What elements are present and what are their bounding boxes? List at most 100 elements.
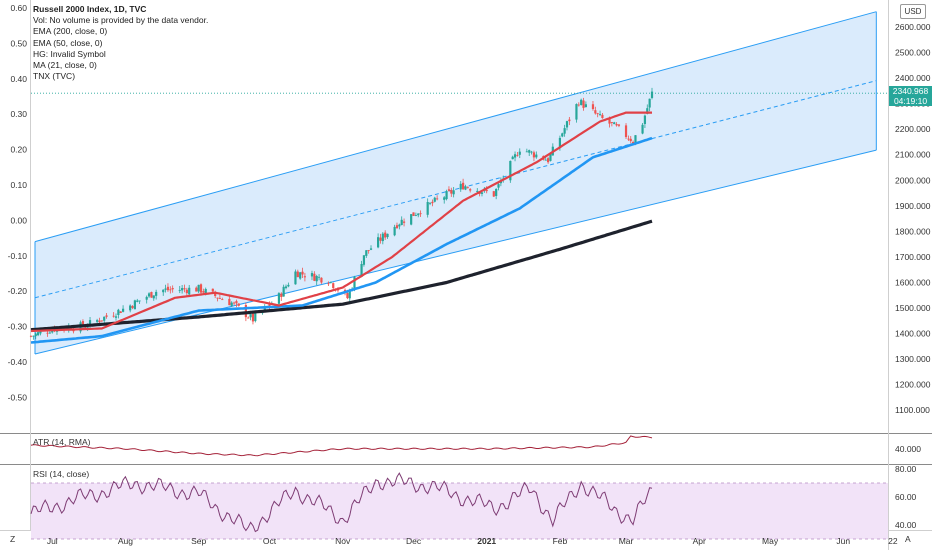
candle-body — [162, 289, 165, 293]
candle-body — [299, 272, 302, 279]
candle-body — [81, 321, 85, 327]
tnx-tick-label: -0.10 — [8, 251, 28, 261]
legend-volume[interactable]: Vol: No volume is provided by the data v… — [33, 15, 209, 26]
candle-body — [565, 121, 569, 128]
candle-body — [332, 283, 335, 289]
candle-body — [617, 124, 621, 126]
candle-body — [204, 288, 207, 294]
atr-line[interactable] — [30, 435, 653, 457]
candle-body — [530, 151, 533, 153]
timezone-icon[interactable]: Z — [10, 534, 16, 544]
candle-body — [280, 293, 283, 297]
candle-body — [410, 214, 413, 225]
legend-tnx[interactable]: TNX (TVC) — [33, 71, 76, 82]
candle-body — [650, 91, 654, 98]
candle-body — [433, 197, 436, 202]
candle-body — [549, 153, 552, 161]
x-tick-label: Mar — [619, 536, 634, 546]
tnx-tick-label: 0.50 — [10, 38, 27, 48]
candle-body — [282, 286, 285, 297]
x-tick-label: Nov — [335, 536, 351, 546]
candle-body — [462, 182, 465, 190]
candle-body — [547, 158, 550, 163]
candle-body — [584, 104, 587, 108]
price-tick-label: 1100.000 — [895, 405, 930, 415]
tnx-tick-label: 0.20 — [10, 145, 27, 155]
candle-body — [535, 154, 538, 158]
legend-title[interactable]: Russell 2000 Index, 1D, TVC — [33, 4, 147, 14]
candle-body — [580, 99, 583, 105]
candle-body — [249, 314, 252, 318]
candle-body — [313, 273, 316, 281]
ema50-line[interactable] — [30, 136, 653, 344]
candle-body — [360, 264, 363, 277]
candle-body — [237, 303, 240, 306]
rsi-line[interactable] — [30, 472, 653, 533]
candle-body — [400, 219, 403, 225]
candle-body — [218, 298, 221, 299]
atr-legend[interactable]: ATR (14, RMA) — [33, 437, 91, 447]
candle-body — [353, 276, 356, 289]
atr-tick-label: 40.000 — [895, 444, 921, 454]
legend-hg[interactable]: HG: Invalid Symbol — [33, 48, 106, 59]
x-tick-label: 22 — [888, 536, 898, 546]
candle-body — [136, 300, 139, 302]
candle-body — [296, 271, 299, 278]
candle-body — [436, 198, 439, 200]
rsi-legend[interactable]: RSI (14, close) — [33, 469, 90, 479]
candle-body — [199, 284, 203, 293]
candle-body — [464, 186, 467, 190]
candle-body — [114, 316, 118, 318]
ma21-line[interactable] — [30, 111, 652, 333]
candle-body — [138, 300, 141, 302]
auto-scale-button[interactable]: A — [905, 534, 911, 544]
candle-body — [443, 197, 446, 200]
price-tick-label: 1200.000 — [895, 380, 931, 390]
candle-body — [426, 202, 429, 215]
price-tick-label: 2400.000 — [895, 73, 931, 83]
legend-ema200[interactable]: EMA (200, close, 0) — [33, 26, 108, 37]
channel-mid-line[interactable] — [34, 80, 877, 299]
x-tick-label: Jun — [836, 536, 850, 546]
candle-body — [582, 100, 585, 108]
candle-body — [105, 315, 108, 317]
currency-button[interactable]: USD — [900, 4, 926, 19]
candle-body — [145, 296, 148, 300]
candle-body — [516, 155, 519, 157]
candle-body — [155, 291, 158, 296]
ema200-line[interactable] — [30, 219, 653, 332]
candle-body — [591, 104, 595, 110]
tnx-tick-label: 0.40 — [10, 74, 27, 84]
x-tick-label: Dec — [406, 536, 422, 546]
price-tick-label: 2200.000 — [895, 124, 931, 134]
candle-body — [310, 273, 314, 277]
candle-body — [303, 276, 307, 278]
tnx-tick-label: -0.50 — [8, 392, 28, 402]
candle-body — [480, 192, 484, 194]
legend-ema50[interactable]: EMA (50, close, 0) — [33, 37, 103, 48]
candle-body — [469, 189, 472, 191]
x-tick-label: Jul — [47, 536, 58, 546]
channel-upper-line[interactable] — [34, 11, 877, 243]
candle-body — [414, 215, 417, 216]
candle-body — [492, 191, 495, 197]
candle-body — [29, 335, 33, 337]
candle-body — [596, 113, 599, 115]
candle-body — [96, 320, 99, 322]
candle-body — [232, 302, 236, 304]
candle-body — [528, 150, 531, 153]
candle-body — [103, 316, 106, 321]
candle-body — [34, 333, 37, 337]
price-tick-label: 2000.000 — [895, 175, 931, 185]
x-tick-label: 2021 — [477, 536, 496, 546]
candle-body — [317, 276, 321, 278]
candle-body — [214, 292, 217, 297]
candle-body — [544, 159, 547, 161]
candle-body — [369, 248, 373, 250]
candle-body — [594, 110, 597, 114]
legend-ma21[interactable]: MA (21, close, 0) — [33, 60, 97, 71]
x-tick-label: Apr — [693, 536, 706, 546]
candle-body — [178, 289, 181, 291]
price-tick-label: 1700.000 — [895, 252, 931, 262]
